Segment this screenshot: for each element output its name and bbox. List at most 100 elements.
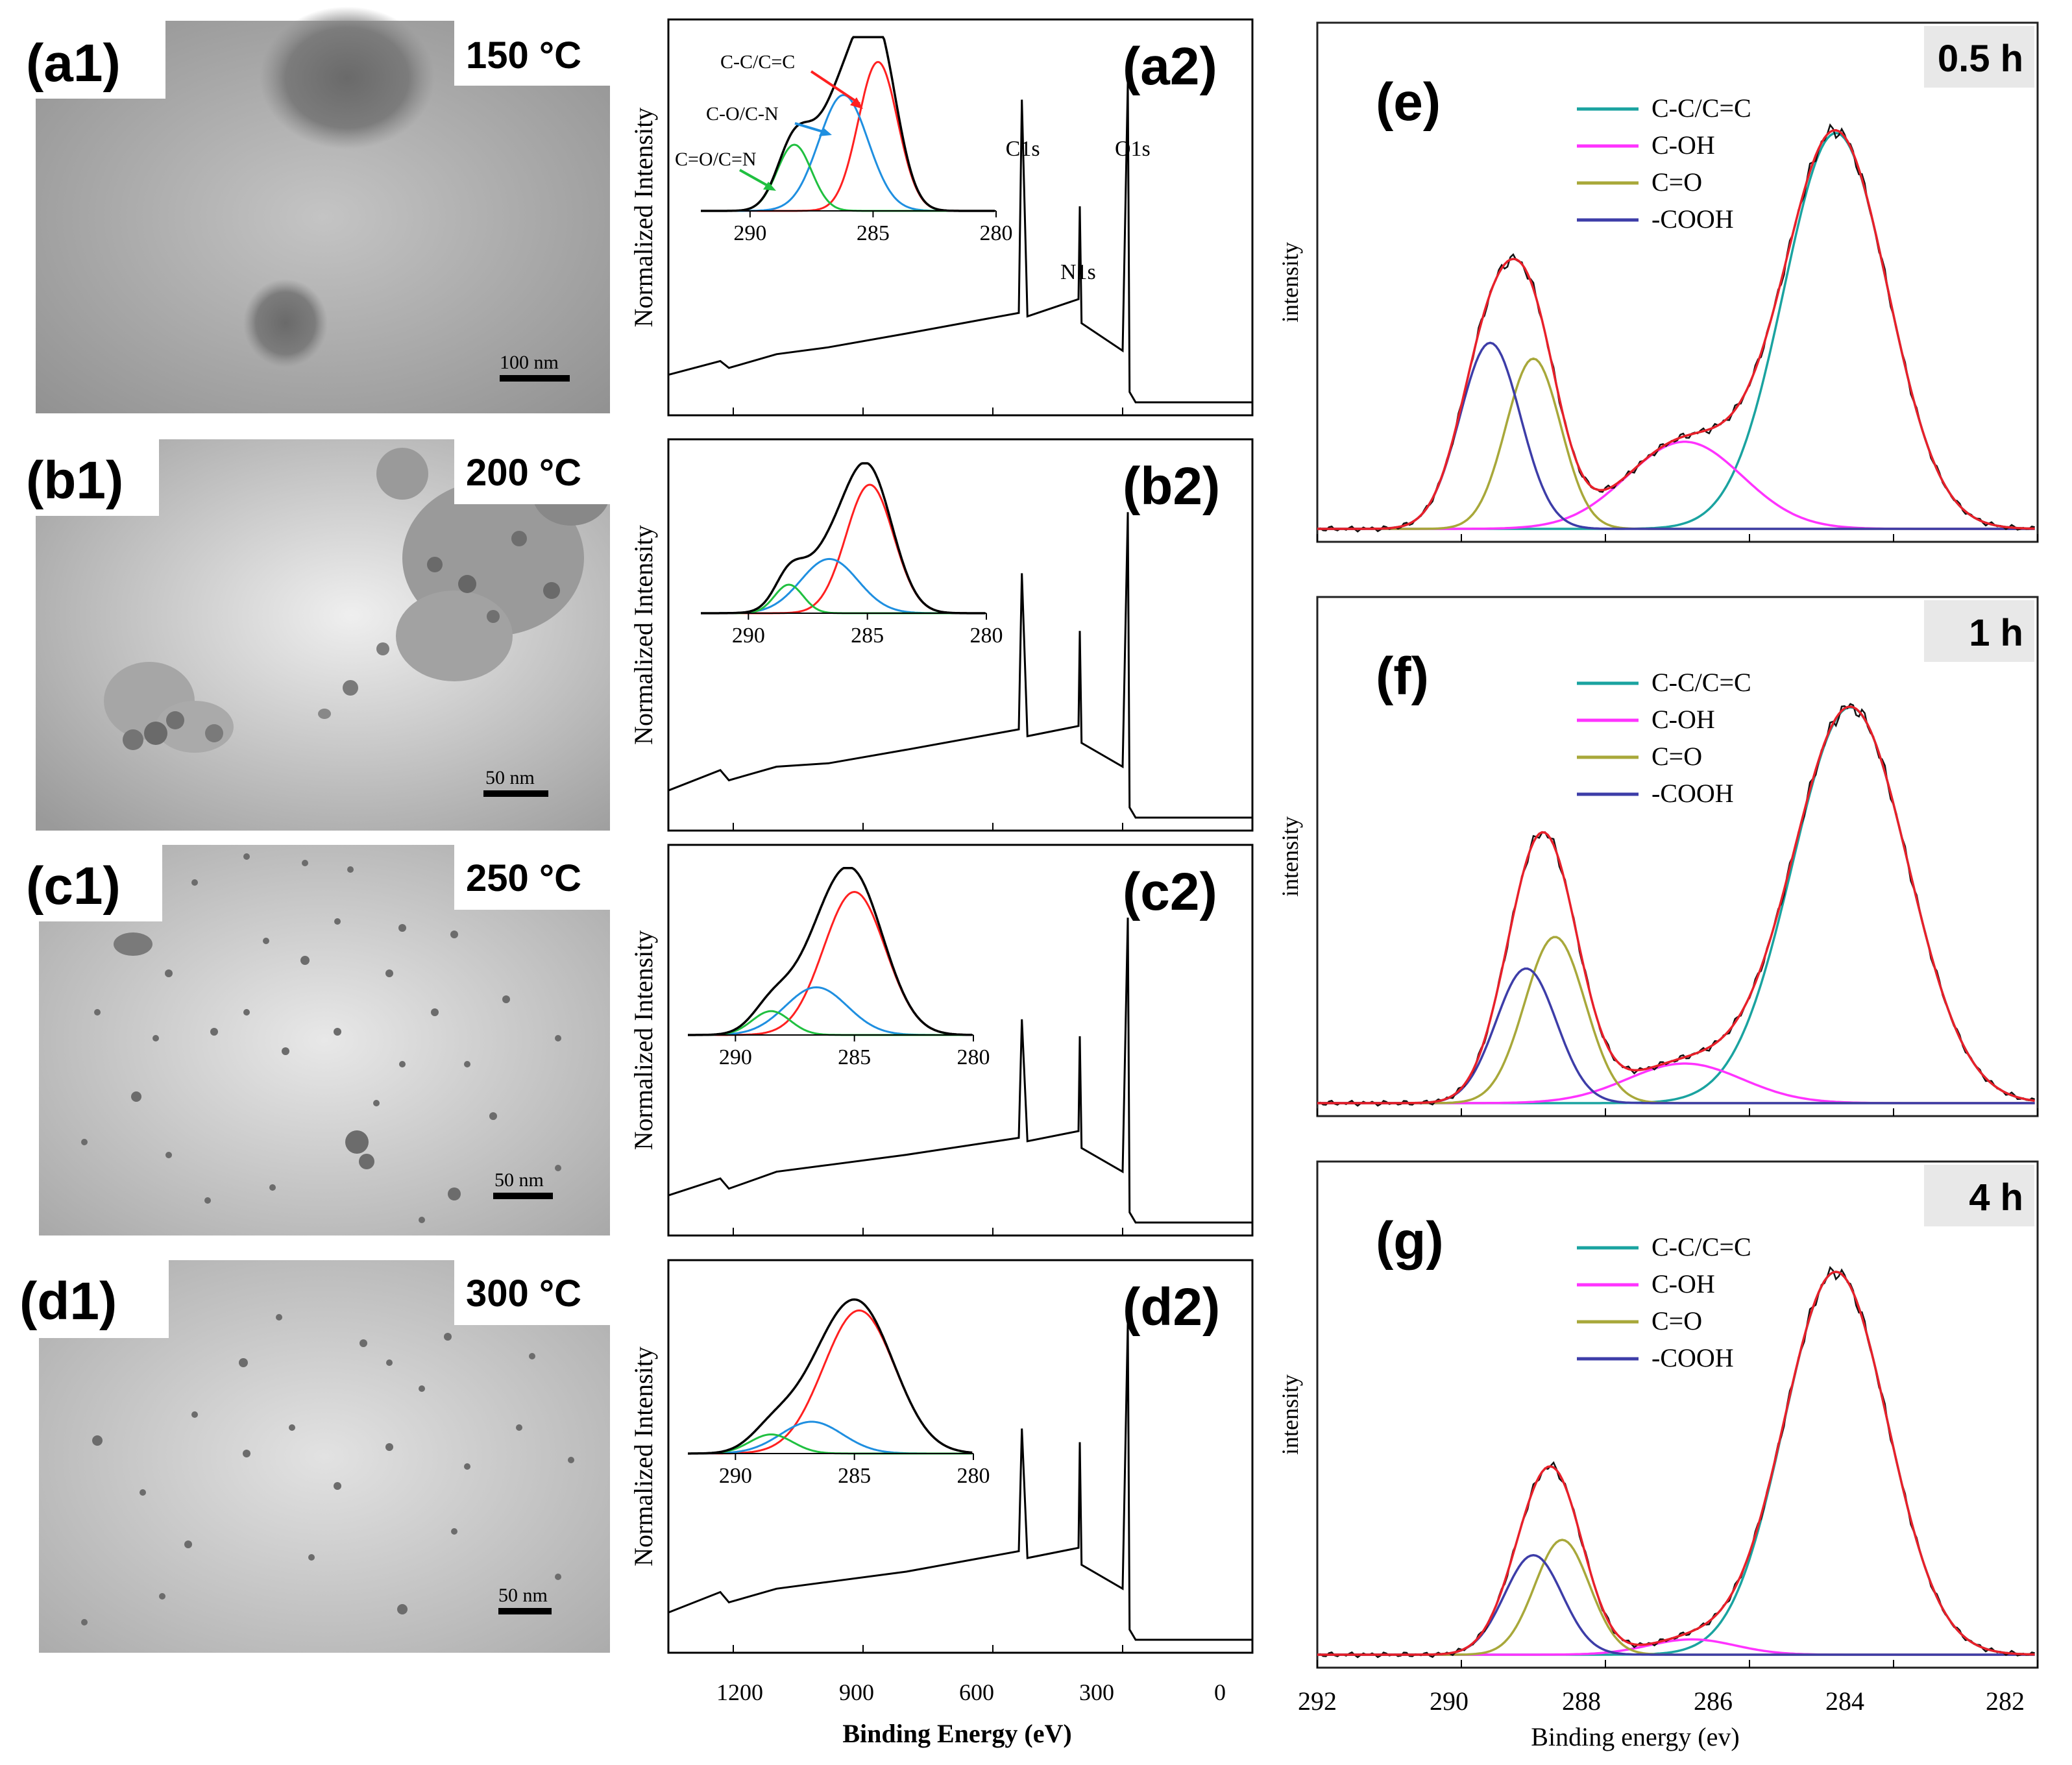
survey-y-label: Normalized Intensity xyxy=(629,525,658,745)
arrowhead-cdo xyxy=(763,182,776,191)
fit-envelope-line xyxy=(1317,1271,2035,1656)
time-label: 0.5 h xyxy=(1938,38,2023,80)
inset-co-component xyxy=(701,557,986,615)
coh-component-line xyxy=(1317,1062,2035,1104)
inset-tick-280: 280 xyxy=(980,221,1013,245)
tag-box-c1 xyxy=(13,845,162,921)
panel-tag-fit-2: (f) xyxy=(1376,647,1429,706)
fit-x-label: Binding energy (ev) xyxy=(1531,1722,1739,1751)
survey-tick-900: 900 xyxy=(839,1679,874,1705)
arrowhead-cc xyxy=(850,97,863,109)
survey-frame xyxy=(667,844,1254,1237)
nanoparticles-c1 xyxy=(81,853,561,1223)
legend-label-2: C-OH xyxy=(1652,1269,1715,1298)
time-box xyxy=(1924,600,2034,662)
c1s-inset-2: 290 285 280 xyxy=(701,462,1003,648)
time-label: 4 h xyxy=(1969,1176,2023,1219)
survey-tick-600: 600 xyxy=(959,1679,994,1705)
fit-frame xyxy=(1316,596,2039,1117)
survey-y-label: Normalized Intensity xyxy=(629,108,658,328)
panel-tag-fit-3: (g) xyxy=(1376,1211,1444,1271)
arrowhead-co xyxy=(819,127,832,136)
legend-label-4: -COOH xyxy=(1652,204,1734,234)
inset-tick-280: 280 xyxy=(957,1464,990,1488)
cooh-component-line xyxy=(1317,341,2035,530)
temp-box-d1 xyxy=(454,1260,610,1325)
scale-bar-c1 xyxy=(493,1193,553,1199)
peak-label-o1s: O1s xyxy=(1115,137,1151,161)
fit-tick-290: 290 xyxy=(1430,1686,1469,1716)
inset-cdo-component xyxy=(688,1433,973,1455)
survey-panel-3: (c2) Normalized Intensity 290 285 280 xyxy=(629,844,1254,1237)
panel-tag-survey-2: (b2) xyxy=(1123,457,1220,516)
survey-spectrum-line xyxy=(668,918,1252,1224)
tem-panel-d1: (d1) 300 °C 50 nm xyxy=(13,1260,610,1653)
temperature-label-b1: 200 °C xyxy=(466,452,581,494)
inset-tick-280: 280 xyxy=(957,1045,990,1069)
fit-tick-282: 282 xyxy=(1986,1686,2025,1716)
panel-tag-survey-4: (d2) xyxy=(1123,1278,1220,1337)
survey-frame xyxy=(667,18,1254,417)
fit-frame xyxy=(1316,1160,2039,1669)
time-box xyxy=(1924,26,2034,88)
c1s-fit-panels: 0.5 h (e) intensity C-C/C=C C-OH C=O -COOH 1 h (… xyxy=(1277,21,2039,1669)
panel-tag-survey-1: (a2) xyxy=(1123,37,1217,96)
survey-frame xyxy=(667,438,1254,832)
survey-y-label: Normalized Intensity xyxy=(629,931,658,1150)
panel-tag-b1: (b1) xyxy=(26,451,123,510)
fit-tick-288: 288 xyxy=(1562,1686,1601,1716)
inset-tick-285: 285 xyxy=(857,221,890,245)
inset-tick-280: 280 xyxy=(970,624,1003,648)
tem-panel-b1: (b1) 200 °C 50 nm xyxy=(13,439,610,831)
coh-component-line xyxy=(1317,441,2035,530)
inset-tick-285: 285 xyxy=(851,624,884,648)
scale-bar-label-d1: 50 nm xyxy=(498,1585,548,1606)
fit-envelope-line xyxy=(1317,128,2035,530)
panel-tag-d1: (d1) xyxy=(19,1272,117,1331)
c1s-inset-1: 290 285 280 C-C/C=C C-O/C-N C=O/C=N xyxy=(675,36,1013,245)
survey-spectrum-line xyxy=(668,512,1252,819)
survey-tick-300: 300 xyxy=(1079,1679,1114,1705)
survey-x-axis: 1200 900 600 300 0 Binding Energy (eV) xyxy=(716,1679,1226,1748)
scale-bar-label-b1: 50 nm xyxy=(485,767,535,788)
tem-panel-a1: (a1) 150 °C 100 nm xyxy=(13,6,610,413)
time-box xyxy=(1924,1165,2034,1226)
survey-spectrum-line xyxy=(668,1322,1252,1641)
survey-y-label: Normalized Intensity xyxy=(629,1346,658,1566)
inset-tick-290: 290 xyxy=(719,1045,752,1069)
temp-box-b1 xyxy=(454,439,610,504)
legend-label-4: -COOH xyxy=(1652,1343,1734,1372)
scale-bar-a1 xyxy=(500,375,570,382)
scale-bar-b1 xyxy=(483,790,548,797)
legend-label-3: C=O xyxy=(1652,167,1702,197)
tem-particle xyxy=(260,6,435,149)
inset-cc-component xyxy=(701,483,986,615)
fit-frame xyxy=(1316,21,2039,543)
fit-x-axis: 292 290 288 286 284 282 Binding energy (… xyxy=(1298,1686,2025,1751)
legend-label-4: -COOH xyxy=(1652,779,1734,808)
survey-panel-2: (b2) Normalized Intensity 290 285 280 xyxy=(629,438,1254,832)
legend-label-3: C=O xyxy=(1652,742,1702,771)
tem-panel-c1: (c1) 250 °C 50 nm xyxy=(13,845,610,1236)
fit-tick-284: 284 xyxy=(1825,1686,1864,1716)
inset-envelope-line xyxy=(688,1298,973,1455)
annotation-cdo: C=O/C=N xyxy=(675,149,757,170)
annotation-cc: C-C/C=C xyxy=(720,51,795,73)
fit-envelope-line xyxy=(1317,705,2035,1104)
nanoparticles-d1 xyxy=(81,1314,574,1625)
inset-tick-290: 290 xyxy=(719,1464,752,1488)
scale-bar-label-a1: 100 nm xyxy=(500,352,559,373)
cooh-component-line xyxy=(1317,968,2035,1104)
panel-tag-fit-1: (e) xyxy=(1376,73,1441,132)
c1s-inset-3: 290 285 280 xyxy=(688,867,990,1069)
annotation-co: C-O/C-N xyxy=(706,103,779,125)
peak-label-c1s: C1s xyxy=(1006,137,1040,161)
survey-frame xyxy=(667,1259,1254,1654)
arrow-cc xyxy=(810,70,861,105)
peak-label-n1s: N1s xyxy=(1060,260,1096,284)
temperature-label-a1: 150 °C xyxy=(466,34,581,77)
temperature-label-c1: 250 °C xyxy=(466,857,581,899)
fit-y-label: intensity xyxy=(1277,1374,1303,1455)
tag-box-d1 xyxy=(13,1260,169,1338)
